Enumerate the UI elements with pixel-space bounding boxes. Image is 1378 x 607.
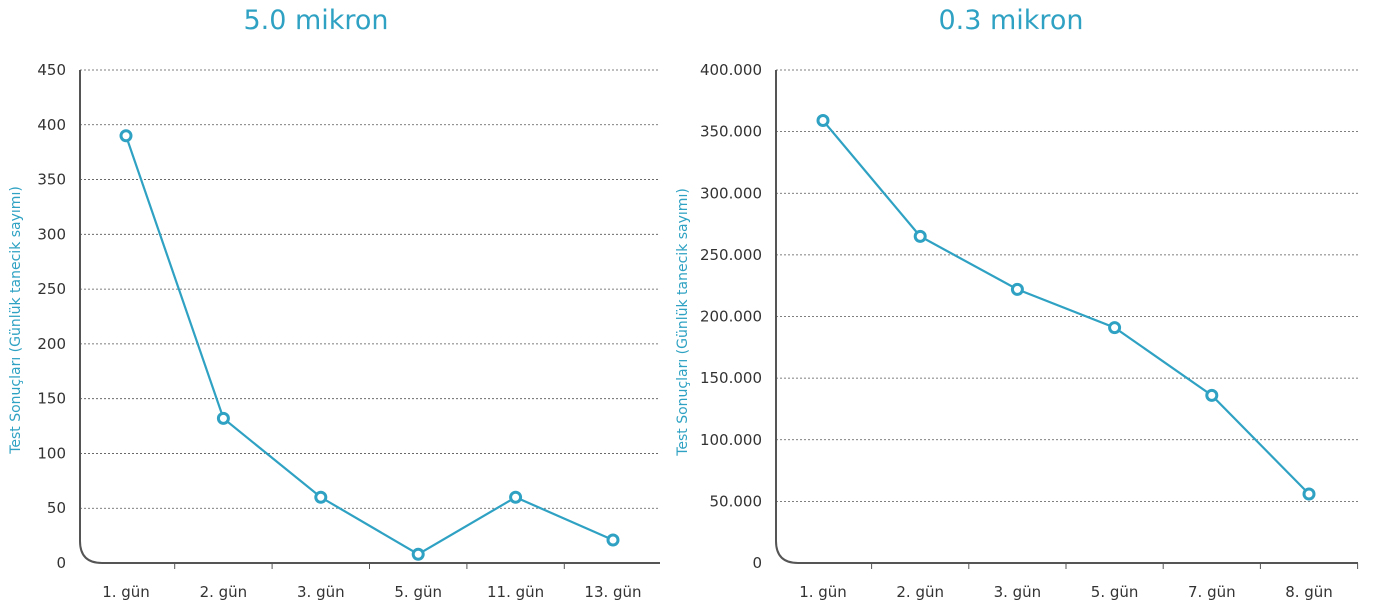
chart-title: 0.3 mikron	[938, 5, 1083, 36]
x-tick-label: 5. gün	[1091, 583, 1139, 601]
y-tick-label: 300.000	[700, 184, 762, 202]
x-tick-label: 2. gün	[896, 583, 944, 601]
y-tick-label: 300	[37, 225, 66, 243]
y-tick-label: 50.000	[710, 492, 763, 510]
y-axis-label: Test Sonuçları (Günlük tanecik sayımı)	[675, 188, 691, 457]
data-point	[216, 411, 230, 425]
y-tick-label: 0	[752, 554, 762, 572]
y-tick-label: 200.000	[700, 308, 762, 326]
x-tick-label: 7. gün	[1188, 583, 1236, 601]
data-point	[119, 129, 133, 143]
x-tick-label: 1. gün	[799, 583, 847, 601]
x-tick-label: 1. gün	[102, 583, 150, 601]
data-point	[1010, 282, 1024, 296]
x-tick-label: 2. gün	[200, 583, 248, 601]
series-line	[822, 119, 1310, 495]
data-point	[606, 533, 620, 547]
data-point	[509, 490, 523, 504]
data-point	[816, 114, 830, 128]
y-tick-label: 450	[37, 61, 66, 79]
chart-title: 5.0 mikron	[243, 5, 388, 36]
x-tick-label: 11. gün	[487, 583, 544, 601]
data-point	[314, 490, 328, 504]
axis-lines	[775, 70, 1358, 564]
y-tick-label: 100.000	[700, 431, 762, 449]
data-point	[1205, 388, 1219, 402]
data-point	[1108, 321, 1122, 335]
x-tick-label: 5. gün	[394, 583, 442, 601]
x-tick-label: 3. gün	[297, 583, 345, 601]
y-tick-label: 250.000	[700, 246, 762, 264]
data-point	[1302, 487, 1316, 501]
x-tick-label: 13. gün	[584, 583, 641, 601]
y-tick-label: 150.000	[700, 369, 762, 387]
y-tick-label: 400	[37, 116, 66, 134]
data-point	[411, 547, 425, 561]
y-tick-label: 400.000	[700, 61, 762, 79]
x-tick-label: 8. gün	[1285, 583, 1333, 601]
series-line	[124, 135, 614, 556]
y-tick-label: 100	[37, 444, 66, 462]
y-axis-label: Test Sonuçları (Günlük tanecik sayımı)	[8, 186, 24, 455]
y-tick-label: 50	[47, 499, 66, 517]
y-tick-label: 150	[37, 390, 66, 408]
y-tick-label: 350.000	[700, 123, 762, 141]
y-tick-label: 250	[37, 280, 66, 298]
axis-lines	[79, 70, 660, 564]
data-point	[913, 229, 927, 243]
x-tick-label: 3. gün	[994, 583, 1042, 601]
y-tick-label: 350	[37, 171, 66, 189]
y-tick-label: 0	[56, 554, 66, 572]
y-tick-label: 200	[37, 335, 66, 353]
